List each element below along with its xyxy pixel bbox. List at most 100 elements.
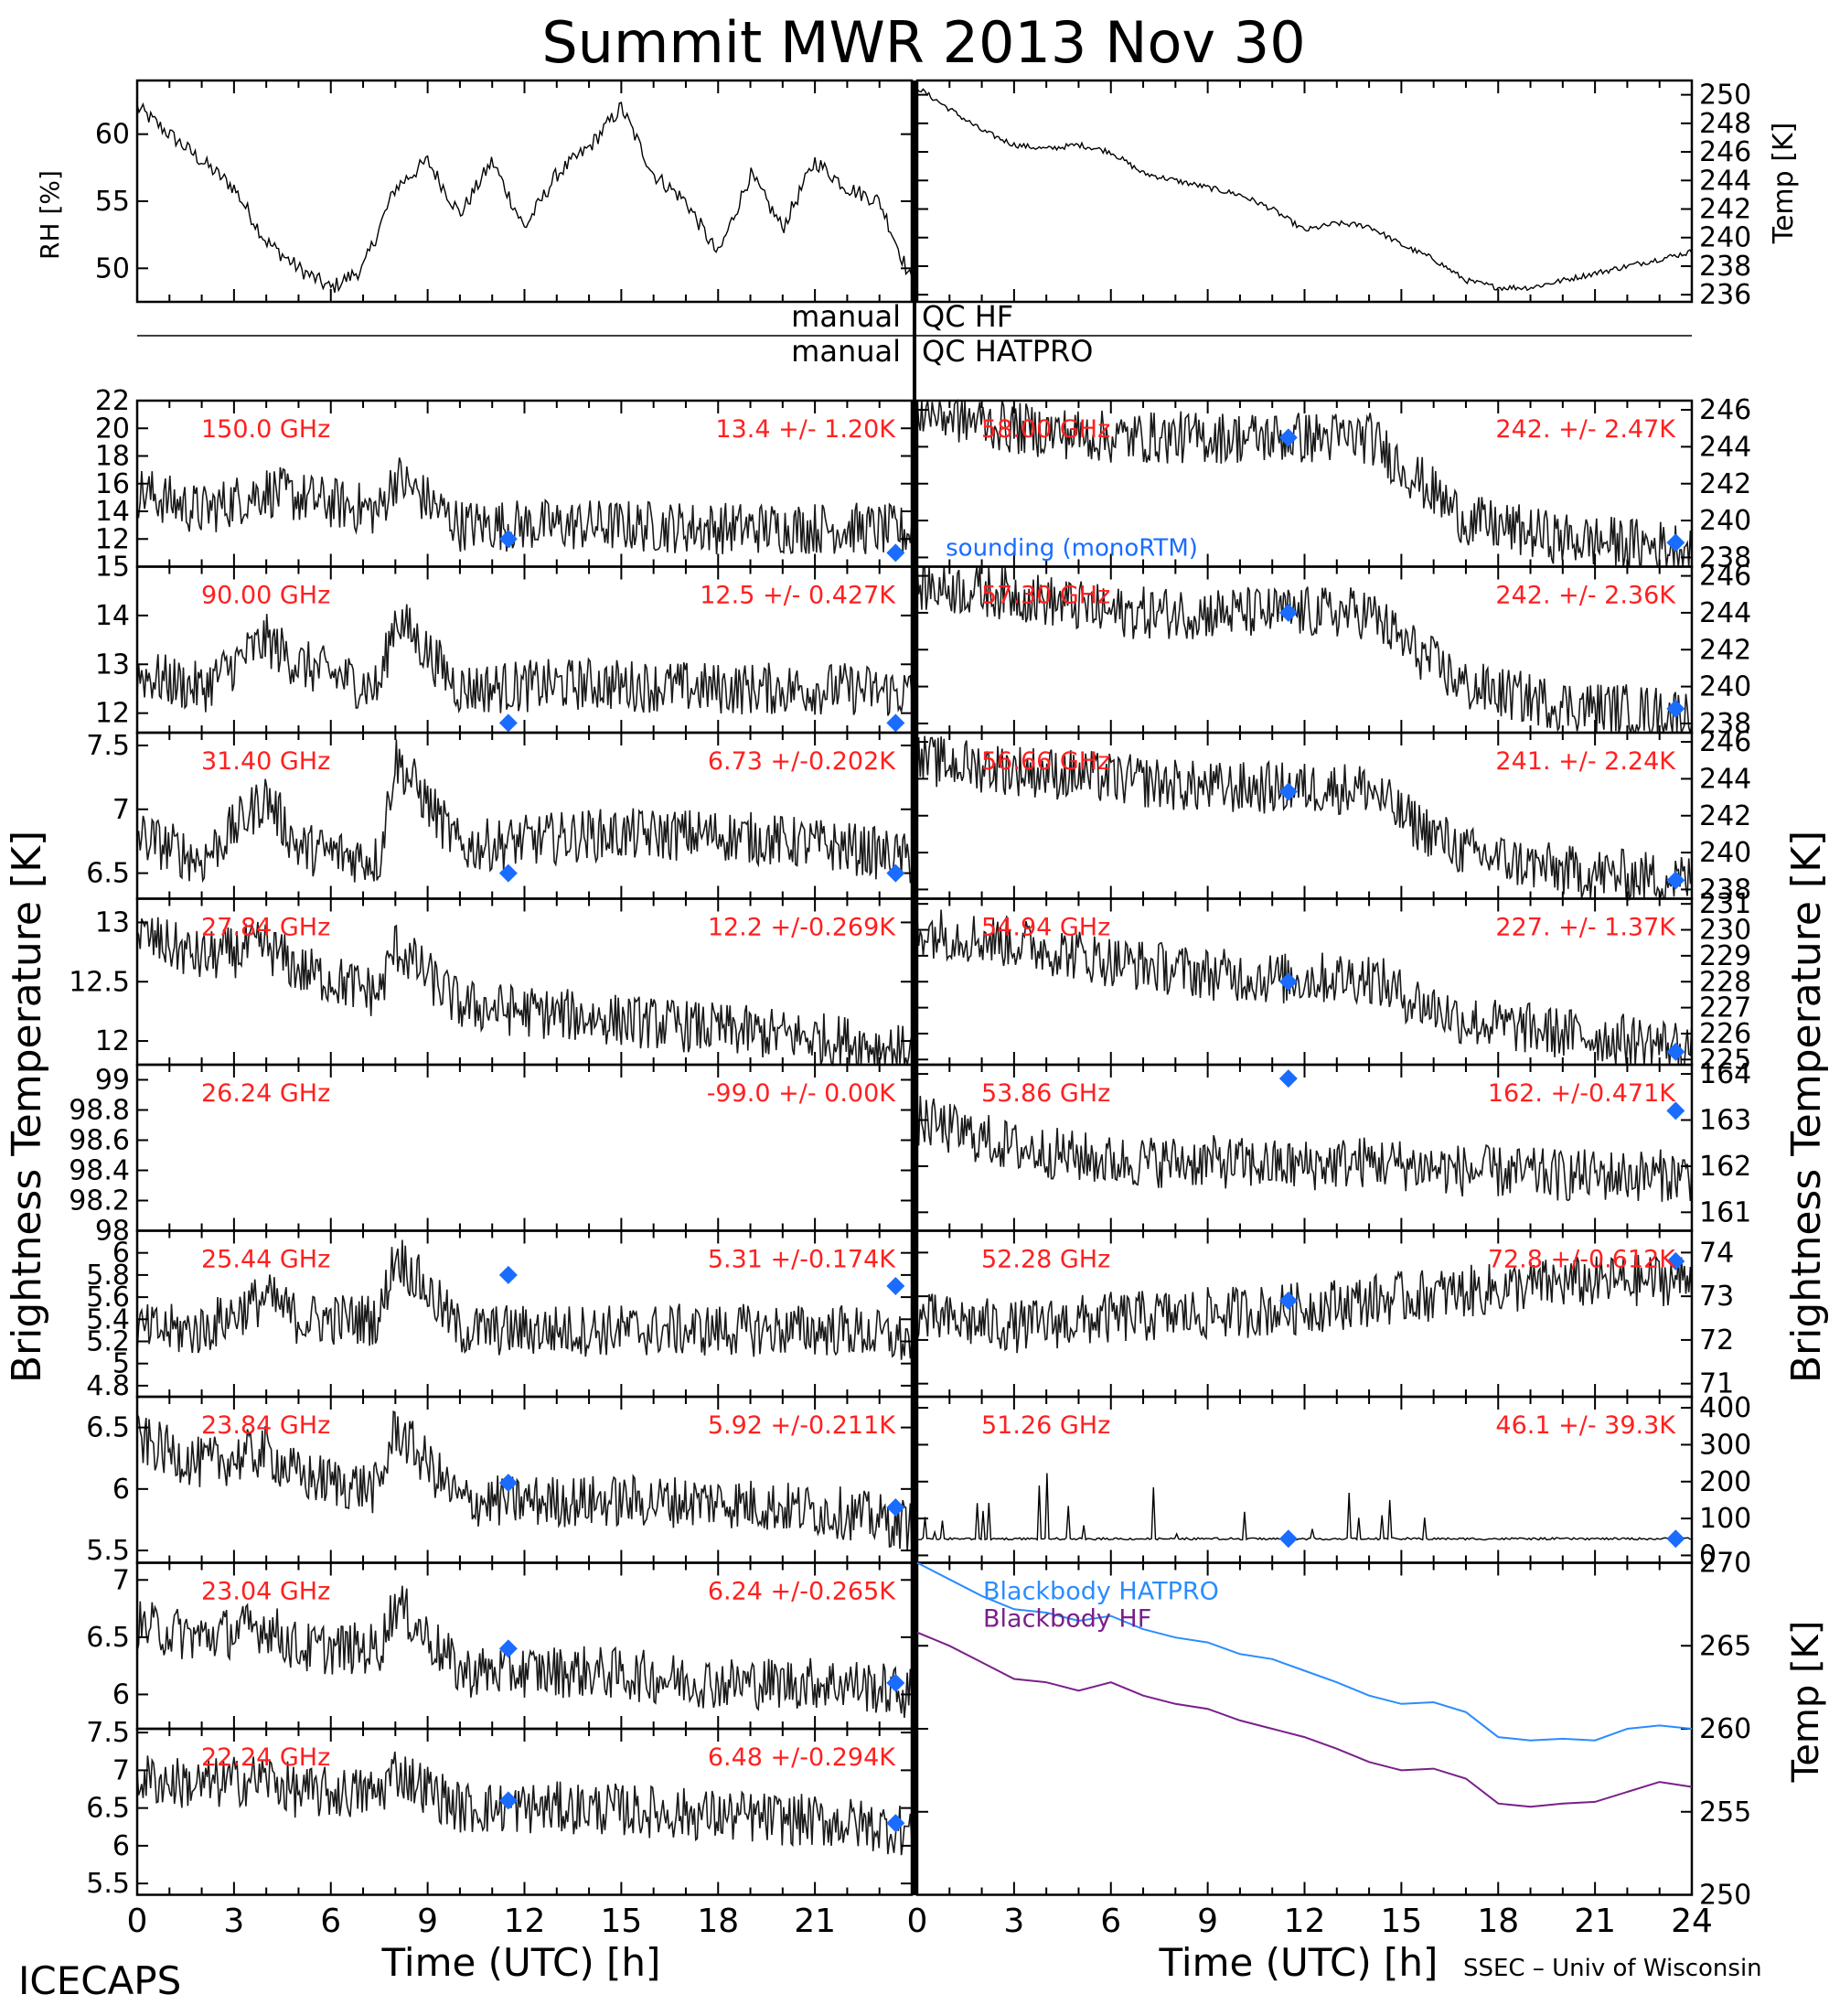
left-y-axis-label: Brightness Temperature [K] <box>4 831 50 1383</box>
panel-l5-ytick-label: 98.8 <box>69 1095 130 1127</box>
panel-l6-freq-label: 25.44 GHz <box>201 1246 330 1274</box>
panel-l6-ytick-label: 5.4 <box>86 1303 130 1335</box>
panel-l7-sonde-marker <box>498 1474 518 1493</box>
panel-l2-sonde-marker <box>886 713 905 733</box>
x-tick-label-right: 3 <box>1003 1903 1024 1940</box>
blackbody-series-0 <box>916 1561 1693 1742</box>
panel-l4-stats-label: 12.2 +/-0.269K <box>708 914 896 942</box>
blackbody-panel-ytick-label: 270 <box>1699 1548 1751 1580</box>
panel-r3-ytick-label: 240 <box>1699 837 1751 869</box>
labels-group: Summit MWR 2013 Nov 30 RH [%] Temp [K] B… <box>4 9 1829 2003</box>
rh-axis-label: RH [%] <box>35 170 65 260</box>
temp-top-axis-label: Temp [K] <box>1768 123 1800 245</box>
panel-r5-sonde-marker <box>1666 1101 1685 1121</box>
x-tick-label-left: 6 <box>320 1903 341 1940</box>
panel-r1-ytick-label: 242 <box>1699 468 1751 500</box>
panel-r7-ytick-label: 300 <box>1699 1429 1751 1461</box>
panel-l5-ytick-label: 99 <box>95 1065 130 1097</box>
temp-bottom-axis-label: Temp [K] <box>1785 1621 1827 1784</box>
panel-r4-ytick-label: 231 <box>1699 888 1751 920</box>
panel-r7-ytick-label: 400 <box>1699 1392 1751 1424</box>
temp-top-panel-ytick-label: 240 <box>1699 222 1751 254</box>
panel-l9-ytick-label: 7 <box>112 1754 130 1786</box>
panel-l1-ytick-label: 22 <box>95 385 130 417</box>
rh-panel <box>135 79 914 304</box>
panel-r2-ytick-label: 244 <box>1699 597 1751 629</box>
panel-r6-sonde-marker <box>1666 1251 1685 1271</box>
x-tick-label-left: 12 <box>504 1903 546 1940</box>
blackbody-panel-ytick-label: 255 <box>1699 1796 1751 1828</box>
panel-l1-ytick-label: 16 <box>95 468 130 500</box>
panel-r1-stats-label: 242. +/- 2.47K <box>1495 415 1676 444</box>
temp-top-panel-ytick-label: 238 <box>1699 251 1751 283</box>
panel-l9-sonde-marker <box>498 1791 518 1810</box>
x-tick-label-left: 21 <box>794 1903 836 1940</box>
panel-l3-trace <box>136 739 913 884</box>
panel-l2-trace <box>136 604 913 716</box>
panel-r4-stats-label: 227. +/- 1.37K <box>1495 914 1676 942</box>
panel-l5-ytick-label: 98.2 <box>69 1185 130 1217</box>
x-tick-label-left: 15 <box>600 1903 642 1940</box>
temp-top-panel <box>915 79 1694 304</box>
panel-l8-trace <box>136 1585 913 1719</box>
panel-r3-sonde-marker <box>1278 782 1298 801</box>
panel-l7-stats-label: 5.92 +/-0.211K <box>708 1411 896 1440</box>
panel-l6-sonde-marker <box>498 1265 518 1284</box>
panel-r2-trace <box>916 565 1693 735</box>
panel-r1-ytick-label: 244 <box>1699 431 1751 463</box>
panel-l8-freq-label: 23.04 GHz <box>201 1578 330 1606</box>
panel-l8-ytick-label: 6 <box>112 1678 130 1710</box>
blackbody-panel-ytick-label: 265 <box>1699 1630 1751 1662</box>
panel-l9-freq-label: 22.24 GHz <box>201 1743 330 1772</box>
panel-r2-ytick-label: 242 <box>1699 634 1751 666</box>
panel-l6-ytick-label: 5.8 <box>86 1260 130 1292</box>
blackbody-panel-ytick-label: 250 <box>1699 1880 1751 1912</box>
panel-r3-sonde-marker <box>1666 871 1685 890</box>
panel-l7-ytick-label: 6.5 <box>86 1412 130 1444</box>
panel-r7-trace <box>917 1473 1693 1541</box>
panel-r4-ytick-label: 226 <box>1699 1018 1751 1050</box>
panel-r6-ytick-label: 73 <box>1699 1281 1734 1313</box>
panel-r2-stats-label: 242. +/- 2.36K <box>1495 582 1676 610</box>
temp-top-panel-ytick-label: 242 <box>1699 194 1751 226</box>
panel-l8-stats-label: 6.24 +/-0.265K <box>708 1578 896 1606</box>
panel-r7-ytick-label: 0 <box>1699 1539 1717 1571</box>
blackbody-series-1 <box>916 1631 1693 1808</box>
panel-l3-sonde-marker <box>498 863 518 883</box>
panel-l5-stats-label: -99.0 +/- 0.00K <box>707 1079 897 1108</box>
panel-l7-trace <box>136 1410 913 1551</box>
temp-top-line <box>916 88 1693 292</box>
panel-l1-sonde-marker <box>498 530 518 549</box>
panel-r1-ytick-label: 238 <box>1699 542 1751 574</box>
panel-l2-ytick-label: 14 <box>95 600 130 632</box>
footer-right: SSEC – Univ of Wisconsin <box>1463 1955 1762 1982</box>
panel-l5-ytick-label: 98.6 <box>69 1125 130 1157</box>
panel-l2-ytick-label: 12 <box>95 698 130 730</box>
panel-l3-sonde-marker <box>886 863 905 883</box>
panel-r7-sonde-marker <box>1666 1529 1685 1549</box>
panel-r3-freq-label: 56.66 GHz <box>981 747 1110 776</box>
rh-panel-ytick-label: 55 <box>95 186 130 218</box>
panel-r7-sonde-marker <box>1278 1529 1298 1549</box>
panel-r1-sonde-marker <box>1666 533 1685 552</box>
panel-r2-sonde-marker <box>1666 699 1685 718</box>
panel-l6-stats-label: 5.31 +/-0.174K <box>708 1246 896 1274</box>
right-y-axis-label: Brightness Temperature [K] <box>1783 831 1829 1383</box>
panel-r1-ytick-label: 246 <box>1699 394 1751 426</box>
panel-r3-ytick-label: 238 <box>1699 874 1751 906</box>
panel-r3-ytick-label: 242 <box>1699 800 1751 832</box>
panel-l1-ytick-label: 14 <box>95 496 130 528</box>
panel-r5-ytick-label: 161 <box>1699 1196 1751 1228</box>
rh-line <box>136 102 913 294</box>
panel-l2-ytick-label: 15 <box>95 552 130 584</box>
panels-group: 5055602362382402422442462482501214161820… <box>69 80 1751 1940</box>
panel-r2-sonde-marker <box>1278 603 1298 622</box>
panel-r6-ytick-label: 74 <box>1699 1237 1734 1269</box>
panel-r6-ytick-label: 71 <box>1699 1368 1734 1400</box>
panel-l1-ytick-label: 12 <box>95 523 130 555</box>
panel-l4-ytick-label: 13 <box>95 906 130 938</box>
x-axis-title-right: Time (UTC) [h] <box>1159 1940 1439 1985</box>
panel-r4-trace <box>916 909 1693 1066</box>
panel-r4-ytick-label: 225 <box>1699 1044 1751 1076</box>
panel-r5-trace <box>916 1095 1693 1202</box>
